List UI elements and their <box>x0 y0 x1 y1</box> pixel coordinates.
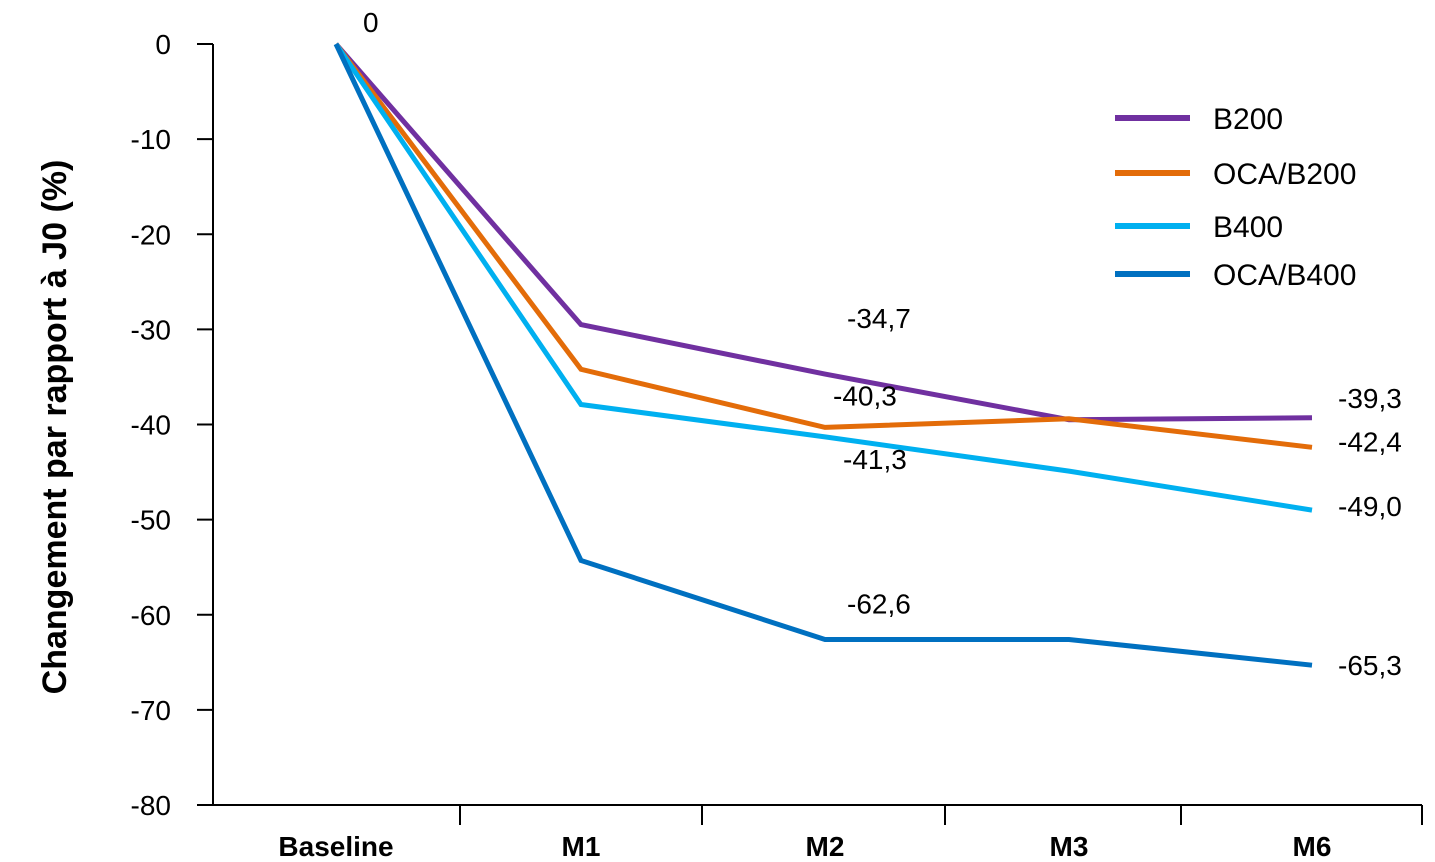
legend-label: B200 <box>1213 103 1283 136</box>
legend: B200 OCA/B200 B400 OCA/B400 <box>1115 103 1356 292</box>
y-tick-label: -30 <box>131 314 171 345</box>
data-labels: 0 -34,7 -40,3 -41,3 -62,6 -39,3 -42,4 -49,0 -65,… <box>363 7 1402 681</box>
y-axis: 0 -10 -20 -30 -40 -50 -60 -70 -80 <box>131 29 214 821</box>
x-category-label: Baseline <box>278 831 393 862</box>
x-category-label: M3 <box>1050 831 1089 862</box>
y-tick-label: -80 <box>131 790 171 821</box>
data-label: -62,6 <box>847 588 911 619</box>
data-label: -42,4 <box>1338 426 1402 457</box>
y-tick-label: -60 <box>131 600 171 631</box>
legend-label: B400 <box>1213 211 1283 244</box>
x-axis: Baseline M1 M2 M3 M6 <box>213 804 1423 862</box>
y-tick-label: -40 <box>131 410 171 441</box>
data-label: -65,3 <box>1338 650 1402 681</box>
data-label: -41,3 <box>843 444 907 475</box>
legend-label: OCA/B400 <box>1213 259 1356 292</box>
y-tick-label: -10 <box>131 124 171 155</box>
data-label: -40,3 <box>833 380 897 411</box>
series-line-b400 <box>333 42 1313 513</box>
x-category-label: M6 <box>1293 831 1332 862</box>
data-label: -34,7 <box>847 303 911 334</box>
legend-label: OCA/B200 <box>1213 158 1356 191</box>
series-group <box>333 42 1313 668</box>
data-label: -49,0 <box>1338 491 1402 522</box>
y-tick-label: -20 <box>131 219 171 250</box>
y-axis-title: Changement par rapport à J0 (%) <box>36 160 74 695</box>
series-line-oca-b400 <box>333 42 1313 668</box>
series-line-oca-b200 <box>334 42 1313 450</box>
data-label: -39,3 <box>1338 383 1402 414</box>
x-category-label: M1 <box>562 831 601 862</box>
y-tick-label: -70 <box>131 695 171 726</box>
data-label: 0 <box>363 7 379 38</box>
x-category-label: M2 <box>806 831 845 862</box>
y-tick-label: 0 <box>155 29 171 60</box>
y-tick-label: -50 <box>131 505 171 536</box>
series-line-b200 <box>334 42 1313 423</box>
